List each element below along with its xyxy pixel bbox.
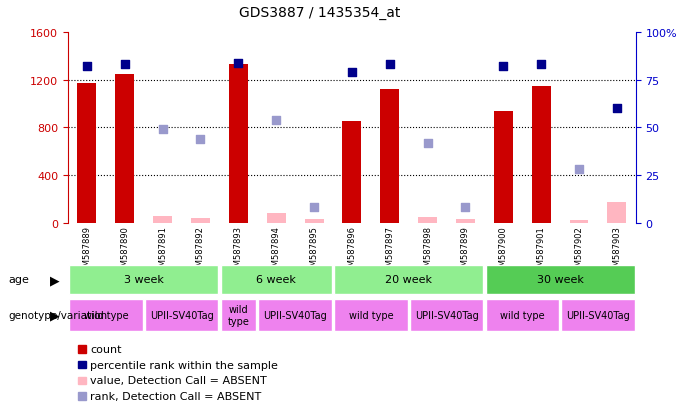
Text: 6 week: 6 week [256,275,296,285]
Point [157,127,168,133]
Text: wild type: wild type [500,310,545,320]
Bar [78,84,97,223]
Text: 30 week: 30 week [537,275,583,285]
Bar [334,266,483,294]
Text: wild
type: wild type [227,304,250,326]
Text: wild type: wild type [84,310,128,320]
Point [82,64,92,71]
Text: 20 week: 20 week [385,275,432,285]
Text: 3 week: 3 week [124,275,164,285]
Bar [561,299,634,331]
Point [384,62,395,69]
Text: ▶: ▶ [50,273,59,286]
Text: UPII-SV40Tag: UPII-SV40Tag [263,310,327,320]
Bar [116,75,134,223]
Bar [145,299,218,331]
Point [460,204,471,211]
Text: value, Detection Call = ABSENT: value, Detection Call = ABSENT [90,375,267,385]
Point [536,62,547,69]
Bar [153,216,172,223]
Point [195,136,206,143]
Bar [532,86,551,223]
Point [309,204,320,211]
Point [233,60,243,67]
Point [120,62,131,69]
Point [573,166,584,173]
Bar [69,299,143,331]
Bar [220,299,256,331]
Text: wild type: wild type [349,310,393,320]
Point [611,106,622,112]
Point [346,70,358,76]
Bar [267,214,286,223]
Text: genotype/variation: genotype/variation [9,310,108,320]
Bar [380,90,399,223]
Point [271,117,282,124]
Bar [456,219,475,223]
Bar [305,219,324,223]
Bar [191,218,210,223]
Bar [486,266,634,294]
Text: rank, Detection Call = ABSENT: rank, Detection Call = ABSENT [90,391,262,401]
Bar [334,299,407,331]
Point [498,64,509,71]
Text: UPII-SV40Tag: UPII-SV40Tag [150,310,214,320]
Bar [220,266,332,294]
Bar [494,112,513,223]
Bar [486,299,559,331]
Text: ▶: ▶ [50,309,59,322]
Bar [258,299,332,331]
Text: age: age [9,275,30,285]
Bar [607,203,626,223]
Bar [570,220,588,223]
Text: percentile rank within the sample: percentile rank within the sample [90,360,278,370]
Bar [410,299,483,331]
Text: UPII-SV40Tag: UPII-SV40Tag [566,310,630,320]
Text: count: count [90,344,122,354]
Text: UPII-SV40Tag: UPII-SV40Tag [415,310,479,320]
Bar [418,218,437,223]
Text: GDS3887 / 1435354_at: GDS3887 / 1435354_at [239,6,401,20]
Bar [229,65,248,223]
Bar [343,122,361,223]
Bar [69,266,218,294]
Point [422,140,433,147]
